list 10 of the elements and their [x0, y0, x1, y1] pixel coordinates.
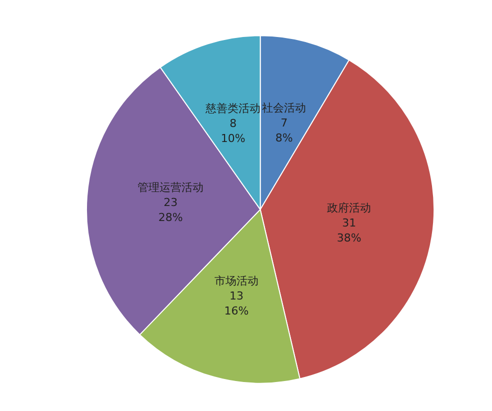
data-label: 7 8% — [275, 116, 293, 144]
data-label: 13 16% — [224, 290, 249, 318]
data-label: 23 28% — [158, 196, 183, 224]
data-label: 31 38% — [336, 216, 362, 245]
data-label: 8 10% — [220, 117, 246, 146]
slice-label: 慈善类活动 — [204, 102, 261, 116]
slice-label: 市场活动 — [214, 274, 258, 288]
slice-label: 政府活动 — [327, 202, 372, 215]
slice-label: 管理运营活动 — [138, 181, 204, 194]
slice-label: 社会活动 — [262, 101, 306, 114]
